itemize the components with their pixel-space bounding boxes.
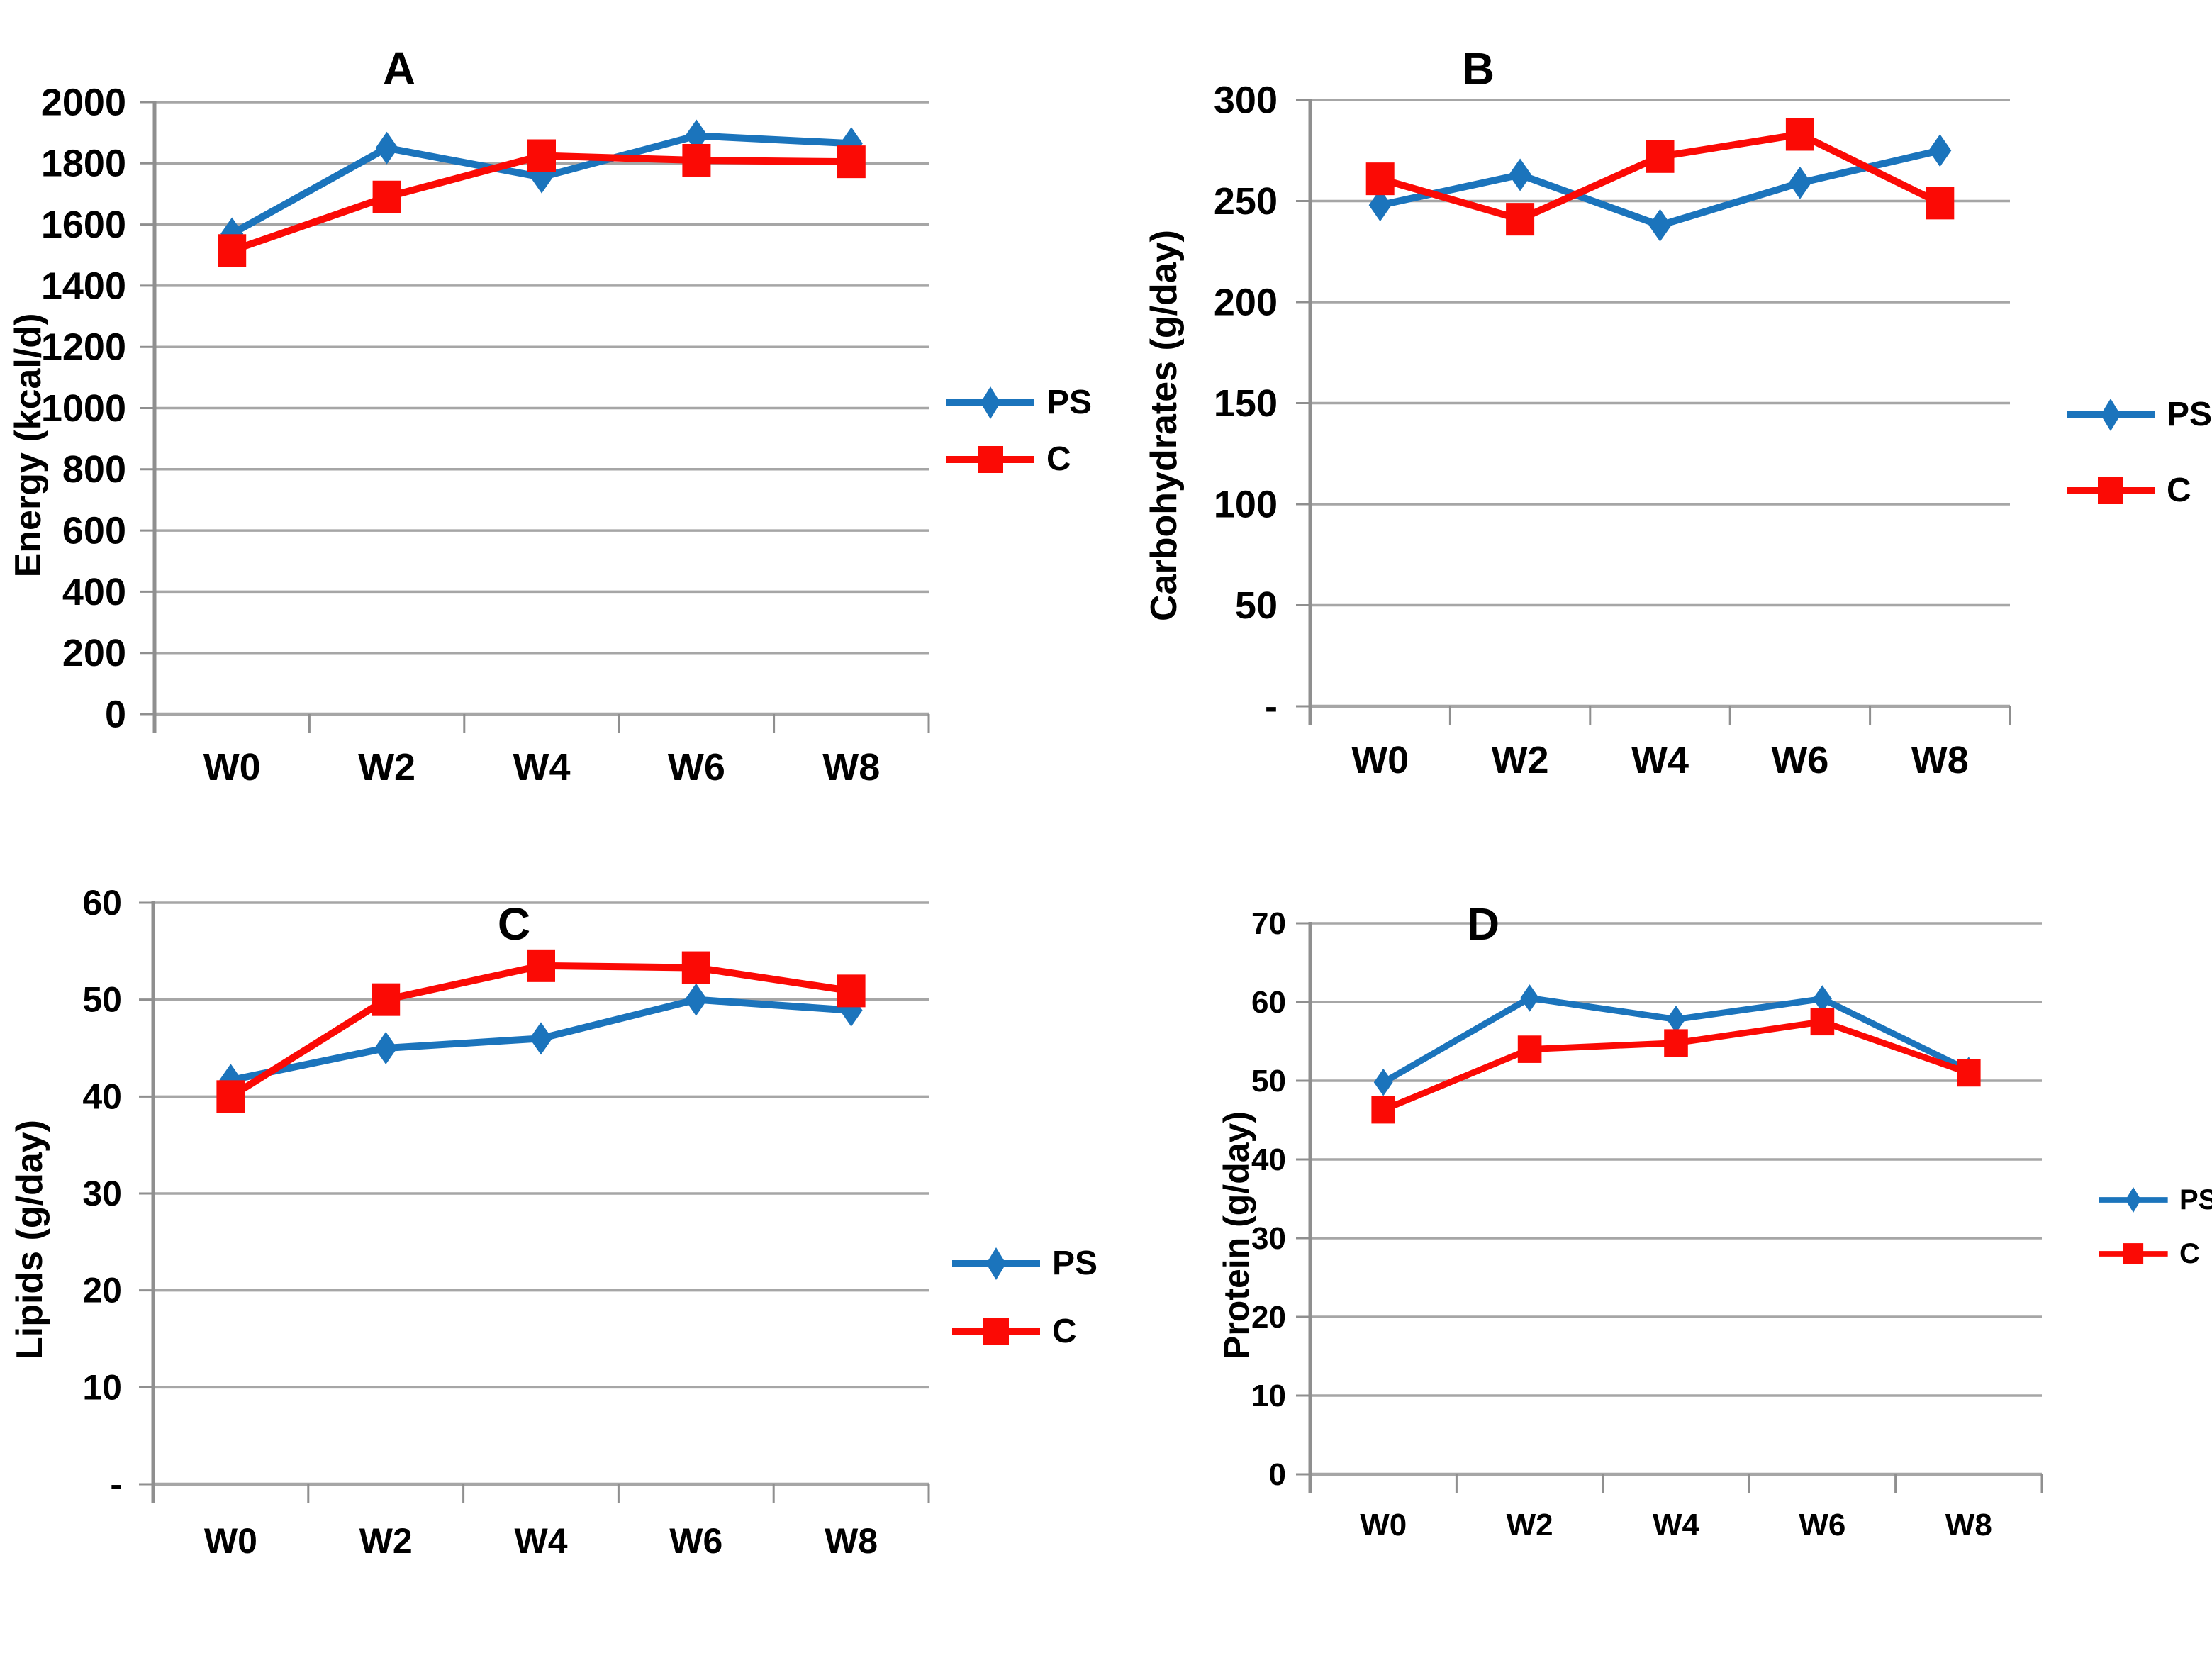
x-tick-label: W0	[1351, 739, 1409, 781]
y-tick-label: 20	[82, 1271, 122, 1310]
y-tick-label: 250	[1214, 180, 1278, 223]
ps-marker	[1373, 1068, 1393, 1096]
y-tick-label: 60	[1251, 985, 1286, 1020]
ps-marker	[1648, 208, 1672, 242]
c-marker	[837, 145, 866, 179]
y-tick-label: 1400	[41, 265, 126, 307]
ps-marker	[1812, 985, 1832, 1013]
x-tick-label: W0	[204, 1521, 257, 1561]
c-marker	[527, 949, 555, 982]
x-tick-label: W2	[359, 1521, 413, 1561]
y-tick-label: 400	[62, 571, 126, 613]
y-tick-label: 150	[1214, 382, 1278, 425]
x-tick-label: W6	[669, 1521, 722, 1561]
c-marker	[682, 143, 711, 177]
c-marker	[372, 180, 401, 213]
x-tick-label: W8	[1911, 739, 1969, 781]
y-tick-label: 800	[62, 448, 126, 491]
ps-marker	[530, 1022, 552, 1055]
y-tick-label: 600	[62, 509, 126, 552]
y-tick-label: 10	[82, 1367, 122, 1407]
c-marker	[681, 951, 710, 984]
c-marker	[1371, 1096, 1395, 1124]
y-tick-label: 2000	[41, 81, 126, 123]
y-tick-label: 10	[1251, 1379, 1286, 1413]
ps-marker	[1509, 158, 1532, 191]
panel-a-plot: 0 200 400 600 800 1000 1200 1400 1600 1800 2000 W0 W…	[41, 81, 930, 789]
y-tick-label: 50	[1235, 584, 1278, 627]
y-tick-label: 100	[1214, 483, 1278, 525]
ps-marker	[1520, 984, 1540, 1012]
c-marker	[1664, 1029, 1688, 1057]
y-tick-label: 50	[82, 980, 122, 1020]
panel-c-plot: - 10 20 30 40 50 60 W0 W2 W4 W6 W8	[82, 883, 930, 1561]
x-tick-label: W8	[1945, 1508, 1992, 1542]
y-tick-label: 1600	[41, 204, 126, 246]
c-marker	[218, 234, 247, 267]
y-tick-label: -	[1265, 685, 1278, 728]
x-tick-label: W8	[822, 746, 880, 789]
x-tick-label: W6	[668, 746, 725, 789]
panel-b-plot: - 50 100 150 200 250 300 W0 W2 W4 W6 W8	[1214, 79, 2011, 781]
ps-marker	[1666, 1006, 1686, 1033]
y-tick-label: 40	[82, 1076, 122, 1116]
y-tick-label: 50	[1251, 1064, 1286, 1098]
y-tick-label: 0	[1269, 1457, 1286, 1492]
ps-marker	[684, 983, 708, 1016]
x-tick-label: W4	[513, 746, 571, 789]
c-marker	[1926, 187, 1955, 220]
y-tick-label: 70	[1251, 906, 1286, 941]
panel-d-plot: 0 10 20 30 40 50 60 70 W0 W2 W4 W6 W8	[1251, 906, 2043, 1542]
c-marker	[1646, 140, 1675, 173]
ps-marker	[1788, 166, 1811, 199]
x-tick-label: W6	[1799, 1508, 1845, 1542]
y-tick-label: 1800	[41, 143, 126, 185]
c-marker	[527, 139, 556, 172]
x-tick-label: W0	[1360, 1508, 1407, 1542]
y-tick-label: 1000	[41, 387, 126, 430]
c-marker	[216, 1080, 245, 1113]
y-tick-label: 60	[82, 883, 122, 923]
c-marker	[1517, 1035, 1542, 1063]
c-marker	[1365, 162, 1395, 196]
x-tick-label: W0	[203, 746, 261, 789]
y-tick-label: 30	[1251, 1221, 1286, 1256]
y-tick-label: 300	[1214, 79, 1278, 121]
ps-marker	[374, 1032, 398, 1064]
x-tick-label: W8	[825, 1521, 878, 1561]
c-marker	[1506, 203, 1535, 236]
y-tick-label: 200	[1214, 281, 1278, 323]
ps-marker	[685, 119, 708, 152]
ps-marker	[1368, 189, 1392, 222]
x-tick-label: W2	[1507, 1508, 1553, 1542]
y-tick-label: -	[110, 1464, 122, 1504]
y-tick-label: 200	[62, 632, 126, 674]
x-tick-label: W4	[515, 1521, 568, 1561]
y-tick-label: 40	[1251, 1142, 1286, 1177]
c-marker	[837, 974, 866, 1008]
c-marker	[1957, 1059, 1981, 1087]
ps-marker	[1928, 134, 1952, 167]
x-tick-label: W4	[1653, 1508, 1700, 1542]
c-marker	[1810, 1008, 1835, 1036]
c-marker	[372, 983, 401, 1016]
c-marker	[1785, 118, 1814, 151]
ps-marker	[375, 131, 398, 165]
x-tick-label: W4	[1631, 739, 1689, 781]
x-tick-label: W2	[1492, 739, 1549, 781]
y-tick-label: 0	[105, 693, 126, 735]
y-tick-label: 1200	[41, 326, 126, 369]
y-tick-label: 20	[1251, 1300, 1286, 1335]
y-tick-label: 30	[82, 1174, 122, 1213]
x-tick-label: W2	[358, 746, 415, 789]
x-tick-label: W6	[1771, 739, 1828, 781]
